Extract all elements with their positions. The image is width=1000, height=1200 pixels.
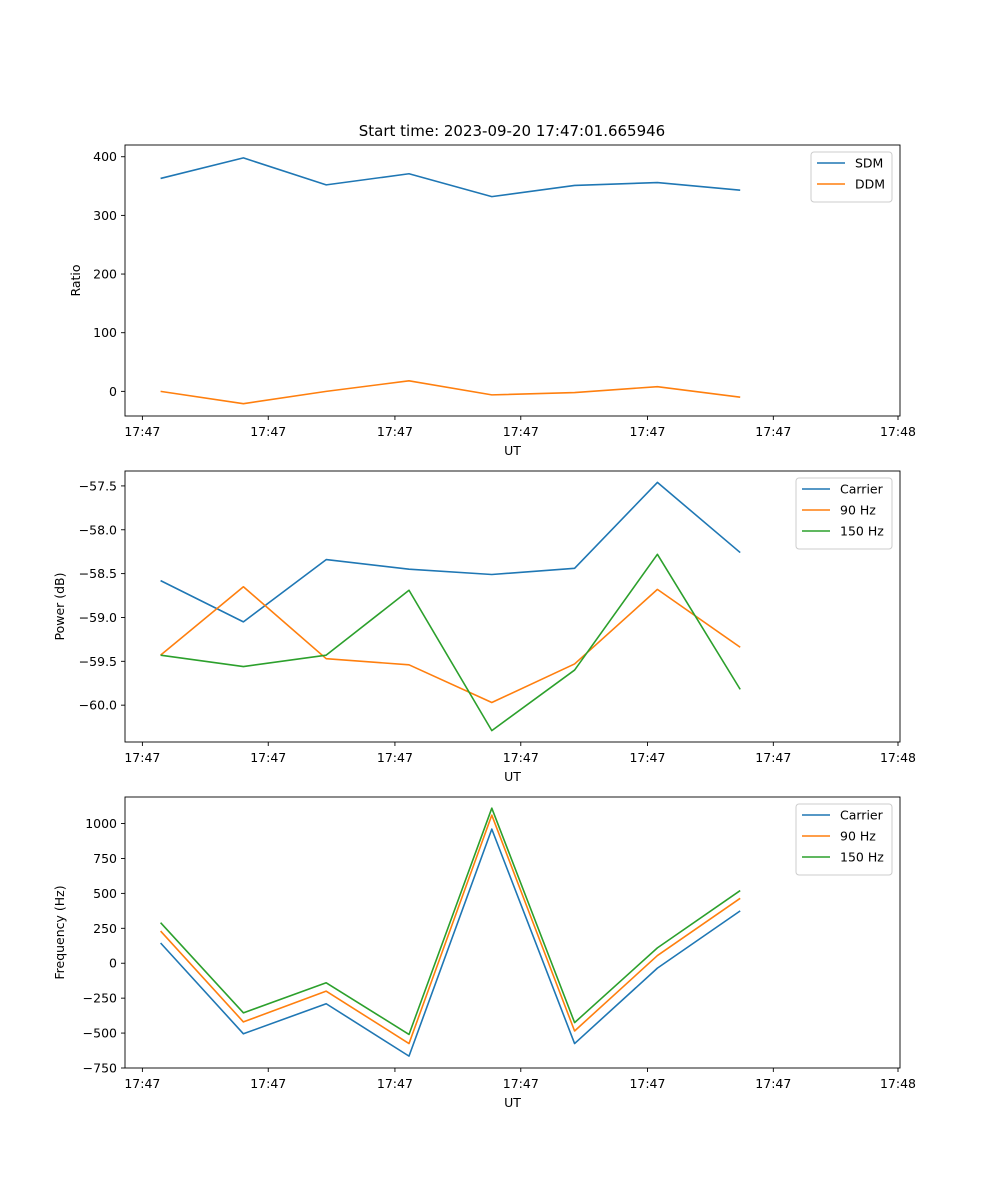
legend-label-ddm: DDM (855, 177, 885, 192)
y-tick-label: 1000 (85, 816, 117, 831)
axes-frame (124, 470, 901, 743)
legend-label-sdm: SDM (855, 156, 883, 171)
y-tick-label: 750 (93, 851, 117, 866)
x-tick-label: 17:47 (250, 1076, 286, 1091)
y-tick-label: −500 (83, 1026, 117, 1041)
axes-frame (124, 144, 901, 417)
x-tick-label: 17:47 (377, 750, 413, 765)
legend-label-150-hz: 150 Hz (840, 850, 884, 865)
series-line-150-hz (160, 553, 741, 732)
x-axis-label: UT (504, 769, 521, 784)
x-tick-label: 17:47 (124, 1076, 160, 1091)
x-tick-label: 17:47 (124, 424, 160, 439)
legend-label-150-hz: 150 Hz (840, 524, 884, 539)
x-tick-label: 17:47 (755, 1076, 791, 1091)
legend-label-carrier: Carrier (840, 482, 884, 497)
subplot-2: −60.0 −59.5 −59.0 −58.5 −58.0 −57.5 17:47 17:47… (52, 470, 916, 784)
x-tick-label: 17:47 (503, 424, 539, 439)
y-tick-label: 0 (109, 956, 117, 971)
legend: SDM DDM (810, 151, 893, 203)
y-tick-label: 100 (93, 325, 117, 340)
series-line-ddm (160, 380, 741, 405)
y-tick-label: −58.5 (79, 566, 117, 581)
x-tick-label: 17:47 (755, 424, 791, 439)
y-tick-label: 0 (109, 384, 117, 399)
y-axis-label: Frequency (Hz) (52, 885, 67, 979)
y-tick-label: −57.5 (79, 478, 117, 493)
y-tick-label: 400 (93, 149, 117, 164)
x-axis-label: UT (504, 443, 521, 458)
legend-label-90-hz: 90 Hz (840, 503, 876, 518)
y-tick-label: 200 (93, 267, 117, 282)
series-line-90-hz (160, 814, 741, 1045)
y-tick-label: −750 (83, 1061, 117, 1076)
subplots: 0 100 200 300 400 17:47 17:47 17:47 17:47 17:47 17… (52, 144, 916, 1110)
x-tick-label: 17:47 (629, 424, 665, 439)
x-tick-label: 17:47 (377, 1076, 413, 1091)
y-tick-label: −59.0 (79, 610, 117, 625)
x-tick-label: 17:47 (503, 750, 539, 765)
legend-box (810, 151, 893, 203)
y-tick-label: 250 (93, 921, 117, 936)
subplot-1: 0 100 200 300 400 17:47 17:47 17:47 17:47 17:47 17… (68, 144, 916, 458)
y-tick-label: −59.5 (79, 654, 117, 669)
legend: Carrier 90 Hz 150 Hz (795, 477, 893, 550)
x-tick-label: 17:47 (629, 1076, 665, 1091)
series-line-90-hz (160, 585, 741, 704)
figure-title: Start time: 2023-09-20 17:47:01.665946 (359, 122, 665, 140)
x-tick-label: 17:47 (124, 750, 160, 765)
series-line-sdm (160, 157, 741, 198)
y-tick-label: −250 (83, 991, 117, 1006)
y-tick-label: 500 (93, 886, 117, 901)
x-tick-label: 17:47 (629, 750, 665, 765)
y-axis-label: Ratio (68, 264, 83, 296)
x-axis-label: UT (504, 1095, 521, 1110)
legend: Carrier 90 Hz 150 Hz (795, 803, 893, 876)
x-tick-label: 17:47 (250, 750, 286, 765)
x-tick-label: 17:47 (377, 424, 413, 439)
y-axis-label: Power (dB) (52, 572, 67, 640)
legend-label-90-hz: 90 Hz (840, 829, 876, 844)
y-tick-label: 300 (93, 208, 117, 223)
x-tick-label: 17:48 (880, 750, 916, 765)
series-line-carrier (160, 828, 741, 1057)
axes-frame (124, 796, 901, 1069)
series-line-carrier (160, 481, 741, 623)
y-tick-label: −58.0 (79, 522, 117, 537)
x-tick-label: 17:48 (880, 1076, 916, 1091)
x-tick-label: 17:48 (880, 424, 916, 439)
series-line-150-hz (160, 807, 741, 1036)
y-tick-label: −60.0 (79, 698, 117, 713)
x-tick-label: 17:47 (755, 750, 791, 765)
x-tick-label: 17:47 (503, 1076, 539, 1091)
legend-label-carrier: Carrier (840, 808, 884, 823)
subplot-3: −750 −500 −250 0 250 500 750 1000 17:47 17:47 17:4… (52, 796, 916, 1110)
x-tick-label: 17:47 (250, 424, 286, 439)
